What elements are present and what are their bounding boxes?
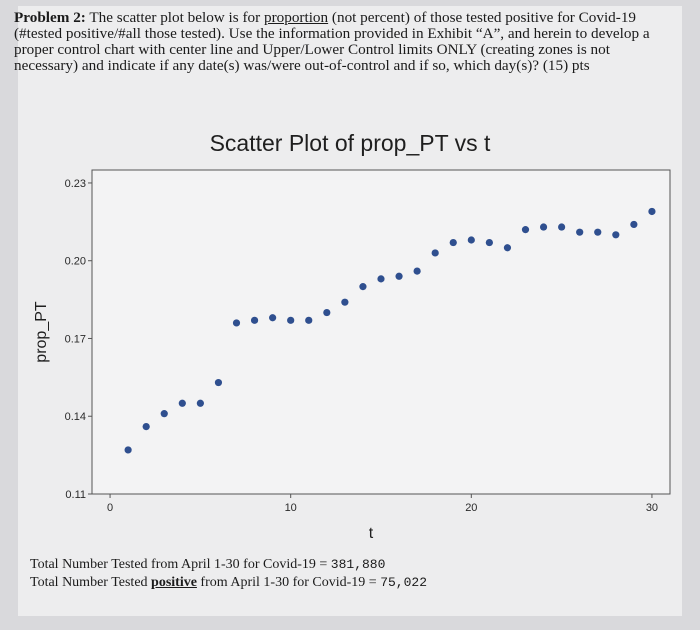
data-point [558,223,566,231]
data-point [359,283,367,291]
data-point [467,236,475,244]
x-tick-label: 20 [465,502,477,514]
data-point [232,319,241,327]
total-positive-suffix: from April 1-30 for Covid-19 = [196,575,381,590]
total-tested-value: 381,880 [330,557,386,572]
data-point [124,446,132,454]
data-point [250,316,259,324]
data-point [287,316,295,324]
y-tick-label: 0.11 [65,489,86,501]
y-tick-label: 0.14 [65,411,86,423]
data-point [142,423,150,431]
total-tested-text: Total Number Tested from April 1-30 for … [30,557,331,572]
y-tick-label: 0.17 [65,333,86,345]
problem-text-1: The scatter plot below is for [85,9,264,26]
problem-text-2: (not percent) of those tested positive f… [14,9,650,74]
x-tick-label: 10 [285,502,297,514]
y-tick-label: 0.20 [65,256,86,268]
y-tick-label: 0.23 [65,178,86,190]
problem-statement: Problem 2: The scatter plot below is for… [14,10,654,74]
y-axis-label: prop_PT [33,301,50,363]
data-point [630,220,638,229]
data-point [323,308,331,317]
data-point [612,231,620,239]
data-point [178,399,186,407]
data-point [485,238,493,247]
data-point [449,238,457,247]
data-point [377,275,385,283]
data-point [395,272,403,280]
total-positive-value: 75,022 [380,575,427,590]
data-point [269,314,277,322]
plot-frame [91,169,671,495]
data-point [413,267,421,275]
total-positive-emphasis: positive [151,575,197,590]
data-point [160,410,168,418]
data-point [521,226,530,234]
data-point [305,316,313,324]
x-tick-label: 0 [107,502,113,514]
data-point [431,249,439,257]
totals-block: Total Number Tested from April 1-30 for … [30,556,427,592]
data-point [196,399,204,407]
total-positive-prefix: Total Number Tested [30,575,152,590]
data-point [341,298,349,306]
data-point [648,207,656,216]
x-tick-label: 30 [646,502,658,514]
data-point [539,223,548,231]
data-point [214,378,223,387]
data-point [594,228,602,236]
problem-label: Problem 2: [14,9,86,26]
data-point [503,244,512,252]
total-tested-line: Total Number Tested from April 1-30 for … [30,556,427,574]
data-point [576,228,584,236]
x-axis-label: t [369,525,374,542]
chart-title: Scatter Plot of prop_PT vs t [209,130,491,156]
total-positive-line: Total Number Tested positive from April … [30,574,427,592]
problem-emphasis: proportion [264,9,329,26]
